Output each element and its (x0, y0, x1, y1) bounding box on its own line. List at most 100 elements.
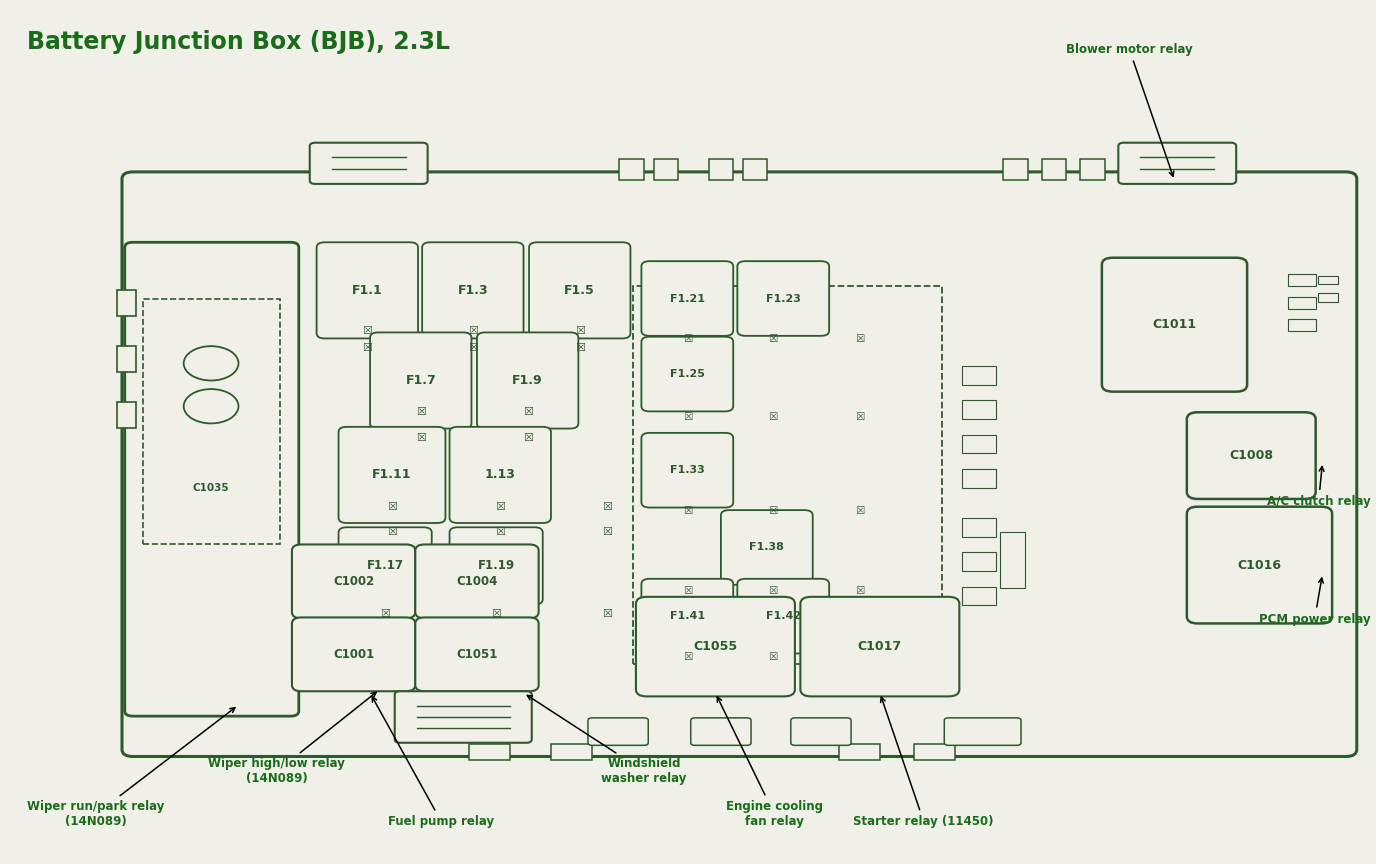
Text: F1.21: F1.21 (670, 294, 705, 303)
FancyBboxPatch shape (310, 143, 428, 184)
FancyBboxPatch shape (416, 618, 538, 691)
Text: F1.11: F1.11 (373, 468, 411, 481)
Text: ☒: ☒ (854, 506, 864, 516)
Circle shape (183, 389, 238, 423)
Bar (619, 159, 644, 181)
Text: ☒: ☒ (416, 407, 425, 417)
Text: C1016: C1016 (1237, 558, 1281, 572)
Text: F1.19: F1.19 (477, 559, 515, 573)
Text: ☒: ☒ (387, 527, 398, 537)
Text: ☒: ☒ (854, 586, 864, 596)
FancyBboxPatch shape (721, 510, 813, 585)
Text: F1.41: F1.41 (670, 611, 705, 621)
Text: Fuel pump relay: Fuel pump relay (373, 697, 494, 829)
Bar (962, 469, 996, 488)
FancyBboxPatch shape (588, 718, 648, 746)
Text: ☒: ☒ (768, 334, 777, 344)
Text: C1035: C1035 (193, 483, 230, 492)
Text: F1.33: F1.33 (670, 465, 705, 475)
Text: ☒: ☒ (468, 343, 477, 353)
Bar (962, 400, 996, 419)
Text: ☒: ☒ (603, 527, 612, 537)
FancyBboxPatch shape (338, 527, 432, 605)
Text: ☒: ☒ (854, 411, 864, 422)
Bar (1288, 274, 1315, 286)
Text: ☒: ☒ (768, 652, 777, 662)
Text: Starter relay (11450): Starter relay (11450) (853, 697, 993, 829)
FancyBboxPatch shape (801, 597, 959, 696)
Text: ☒: ☒ (854, 334, 864, 344)
FancyBboxPatch shape (477, 333, 578, 429)
Bar (1288, 319, 1315, 331)
FancyBboxPatch shape (122, 172, 1357, 757)
Text: ☒: ☒ (362, 326, 373, 336)
Text: ☒: ☒ (362, 343, 373, 353)
FancyBboxPatch shape (338, 427, 446, 523)
Circle shape (183, 346, 238, 380)
FancyBboxPatch shape (641, 337, 733, 411)
Text: ☒: ☒ (575, 326, 585, 336)
Text: F1.1: F1.1 (352, 284, 383, 297)
Bar (839, 745, 879, 760)
Text: C1017: C1017 (857, 640, 901, 653)
Bar (469, 745, 510, 760)
Text: Engine cooling
fan relay: Engine cooling fan relay (717, 697, 823, 829)
Text: F1.5: F1.5 (564, 284, 594, 297)
FancyBboxPatch shape (1187, 506, 1332, 624)
Text: ☒: ☒ (495, 527, 505, 537)
FancyBboxPatch shape (1119, 143, 1236, 184)
FancyBboxPatch shape (691, 718, 751, 746)
FancyBboxPatch shape (641, 579, 733, 653)
FancyBboxPatch shape (395, 691, 531, 743)
Bar (1003, 159, 1028, 181)
Text: F1.3: F1.3 (458, 284, 488, 297)
Bar (709, 159, 733, 181)
FancyBboxPatch shape (738, 579, 830, 653)
Text: ☒: ☒ (603, 502, 612, 511)
FancyBboxPatch shape (450, 527, 542, 605)
Bar (117, 290, 136, 316)
FancyBboxPatch shape (738, 261, 830, 336)
Text: PCM power relay: PCM power relay (1259, 578, 1370, 626)
Text: ☒: ☒ (523, 407, 533, 417)
Text: F1.17: F1.17 (366, 559, 403, 573)
FancyBboxPatch shape (791, 718, 852, 746)
FancyBboxPatch shape (641, 261, 733, 336)
Text: ☒: ☒ (684, 411, 692, 422)
Text: ☒: ☒ (575, 343, 585, 353)
Bar (654, 159, 678, 181)
Text: C1001: C1001 (333, 648, 374, 661)
Bar (117, 346, 136, 372)
Bar (962, 518, 996, 537)
FancyBboxPatch shape (944, 718, 1021, 746)
FancyBboxPatch shape (292, 618, 416, 691)
Text: F1.38: F1.38 (750, 543, 784, 552)
Bar (962, 365, 996, 384)
Bar (550, 745, 592, 760)
Text: Wiper high/low relay
(14N089): Wiper high/low relay (14N089) (208, 692, 376, 785)
Text: ☒: ☒ (684, 506, 692, 516)
Text: ☒: ☒ (684, 652, 692, 662)
FancyBboxPatch shape (416, 544, 538, 619)
Text: Windshield
washer relay: Windshield washer relay (527, 696, 687, 785)
Text: F1.7: F1.7 (406, 374, 436, 387)
FancyBboxPatch shape (316, 242, 418, 339)
Text: Battery Junction Box (BJB), 2.3L: Battery Junction Box (BJB), 2.3L (28, 30, 450, 54)
FancyBboxPatch shape (292, 544, 416, 619)
Text: C1055: C1055 (694, 640, 738, 653)
Bar (1288, 297, 1315, 309)
FancyBboxPatch shape (370, 333, 472, 429)
FancyBboxPatch shape (450, 427, 550, 523)
FancyBboxPatch shape (636, 597, 795, 696)
FancyBboxPatch shape (528, 242, 630, 339)
Bar (962, 587, 996, 606)
Text: 1.13: 1.13 (484, 468, 516, 481)
Bar (1042, 159, 1066, 181)
Bar (962, 435, 996, 454)
FancyBboxPatch shape (641, 433, 733, 507)
Bar (1318, 293, 1337, 302)
Text: C1002: C1002 (333, 575, 374, 588)
Text: ☒: ☒ (495, 502, 505, 511)
FancyBboxPatch shape (125, 242, 299, 716)
Text: F1.9: F1.9 (512, 374, 544, 387)
